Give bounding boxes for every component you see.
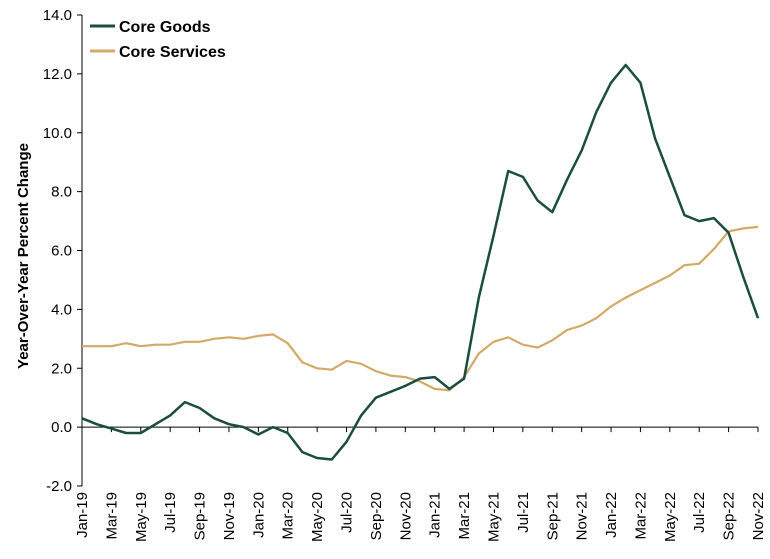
x-tick-label: May-22 [662, 492, 679, 542]
legend: Core Goods Core Services [90, 19, 226, 61]
x-tick-label: May-21 [485, 492, 502, 542]
y-tick-label: -2.0 [46, 478, 72, 495]
x-tick-label: Jan-22 [603, 492, 620, 538]
x-tick-label: Nov-20 [397, 492, 414, 540]
series-line-core-goods [81, 63, 760, 461]
x-tick-label: Jul-21 [515, 492, 532, 533]
x-tick-label: Sep-20 [368, 492, 385, 540]
x-tick-label: Jan-19 [74, 492, 91, 538]
y-tick-label: 8.0 [51, 184, 72, 201]
y-tick-label: 0.0 [51, 419, 72, 436]
x-tick-label: May-20 [309, 492, 326, 542]
x-axis: Jan-19 Mar-19 May-19 Jul-19 Sep-19 Nov-19 Jan-… [74, 426, 767, 542]
x-tick-label: Jul-20 [339, 492, 356, 533]
series-line-core-services [82, 225, 759, 392]
y-tick-label: 12.0 [43, 66, 72, 83]
x-tick-label: Nov-22 [750, 492, 767, 540]
x-tick-label: Jul-19 [162, 492, 179, 533]
x-tick-label: Mar-21 [456, 492, 473, 540]
x-tick-label: May-19 [133, 492, 150, 542]
y-axis-label: Year-Over-Year Percent Change [15, 143, 32, 369]
plot-area [81, 63, 760, 461]
x-tick-label: Mar-22 [632, 492, 649, 540]
x-tick-label: Nov-19 [221, 492, 238, 540]
x-tick-label: Mar-19 [103, 492, 120, 540]
y-tick-label: 6.0 [51, 243, 72, 260]
x-tick-label: Jan-20 [250, 492, 267, 538]
x-tick-label: Sep-22 [721, 492, 738, 540]
x-tick-label: Sep-21 [544, 492, 561, 540]
y-tick-label: 14.0 [43, 7, 72, 24]
y-tick-label: 4.0 [51, 301, 72, 318]
y-tick-label: 2.0 [51, 360, 72, 377]
y-tick-label: 10.0 [43, 125, 72, 142]
x-tick-label: Sep-19 [192, 492, 209, 540]
x-tick-label: Mar-20 [280, 492, 297, 540]
legend-label: Core Services [119, 44, 226, 61]
y-axis: -2.0 0.0 2.0 4.0 6.0 8.0 10.0 12.0 14.0 [43, 7, 83, 495]
x-tick-label: Jan-21 [427, 492, 444, 538]
legend-label: Core Goods [119, 19, 211, 36]
x-tick-label: Jul-22 [691, 492, 708, 533]
x-tick-label: Nov-21 [574, 492, 591, 540]
